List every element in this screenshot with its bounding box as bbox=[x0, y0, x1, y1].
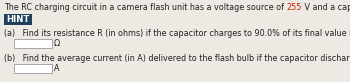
Text: Ω: Ω bbox=[54, 39, 60, 48]
Text: The RC charging circuit in a camera flash unit has a voltage source of: The RC charging circuit in a camera flas… bbox=[4, 3, 287, 12]
FancyBboxPatch shape bbox=[14, 64, 52, 73]
Text: (b)   Find the average current (in A) delivered to the flash bulb if the capacit: (b) Find the average current (in A) deli… bbox=[4, 54, 350, 63]
FancyBboxPatch shape bbox=[4, 14, 32, 25]
FancyBboxPatch shape bbox=[14, 39, 52, 48]
Text: A: A bbox=[54, 64, 60, 73]
Text: HINT: HINT bbox=[6, 15, 30, 24]
Text: (a)   Find its resistance R (in ohms) if the capacitor charges to 90.0% of its f: (a) Find its resistance R (in ohms) if t… bbox=[4, 29, 350, 38]
Text: V and a capacitance of: V and a capacitance of bbox=[302, 3, 350, 12]
Text: 255: 255 bbox=[287, 3, 302, 12]
